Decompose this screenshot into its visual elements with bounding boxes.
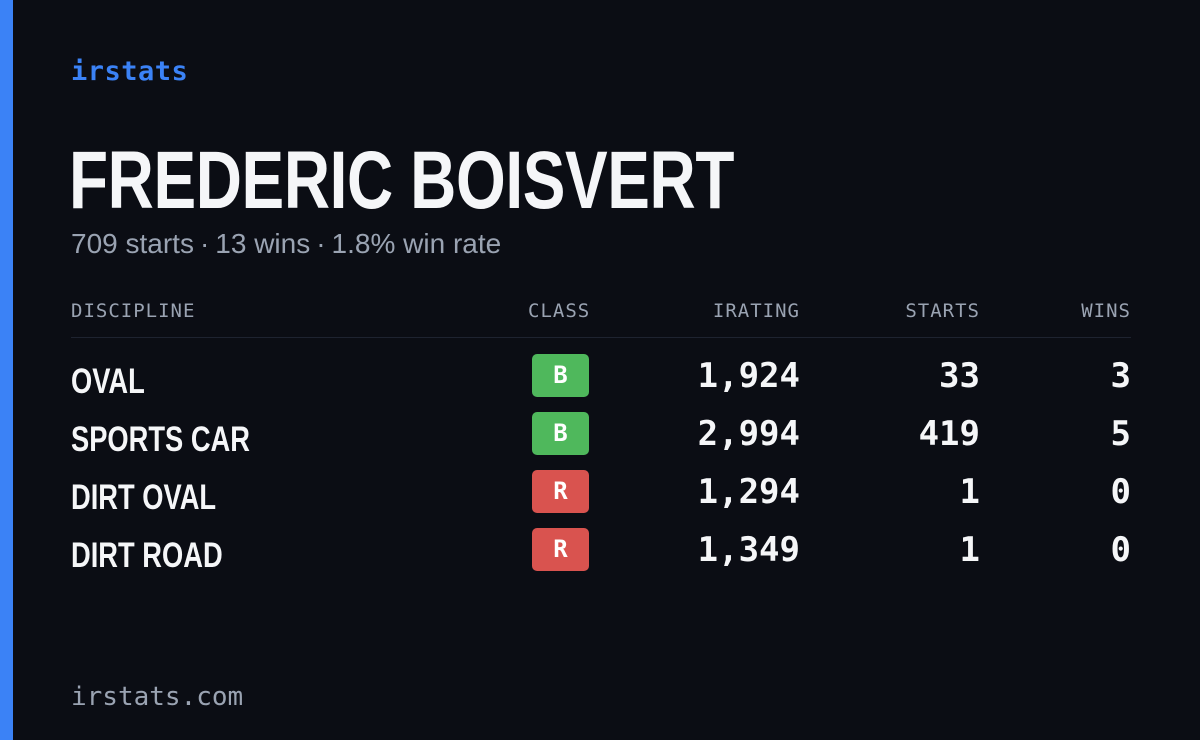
table-row: DIRT ROAD R 1,349 1 0 xyxy=(71,528,1131,586)
license-class-badge: R xyxy=(532,528,589,571)
accent-bar xyxy=(0,0,13,740)
discipline-name: SPORTS CAR xyxy=(71,420,250,459)
footer-url[interactable]: irstats.com xyxy=(71,682,244,712)
discipline-name: DIRT OVAL xyxy=(71,478,217,517)
summary-wins: 13 wins xyxy=(215,228,311,259)
table-row: SPORTS CAR B 2,994 419 5 xyxy=(71,412,1131,470)
irating-value: 1,349 xyxy=(697,530,800,570)
table-row: OVAL B 1,924 33 3 xyxy=(71,354,1131,412)
starts-value: 33 xyxy=(939,356,980,396)
starts-value: 1 xyxy=(959,472,980,512)
header-discipline: DISCIPLINE xyxy=(71,300,196,322)
header-irating: IRATING xyxy=(712,300,800,322)
driver-name: FREDERIC BOISVERT xyxy=(69,135,735,226)
wins-value: 0 xyxy=(1110,472,1131,512)
irating-value: 2,994 xyxy=(697,414,800,454)
summary-starts: 709 starts xyxy=(71,228,194,259)
starts-value: 419 xyxy=(918,414,980,454)
license-class-badge: B xyxy=(532,354,589,397)
header-starts: STARTS xyxy=(905,300,980,322)
table-row: DIRT OVAL R 1,294 1 0 xyxy=(71,470,1131,528)
driver-summary: 709 starts · 13 wins · 1.8% win rate xyxy=(71,228,501,260)
table-header: DISCIPLINE CLASS IRATING STARTS WINS xyxy=(71,300,1131,338)
license-class-badge: R xyxy=(532,470,589,513)
irating-value: 1,294 xyxy=(697,472,800,512)
license-class-badge: B xyxy=(532,412,589,455)
discipline-name: OVAL xyxy=(71,362,145,401)
header-class: CLASS xyxy=(528,300,591,322)
brand-logo[interactable]: irstats xyxy=(71,56,189,87)
summary-win-rate: 1.8% win rate xyxy=(331,228,502,259)
irating-value: 1,924 xyxy=(697,356,800,396)
header-wins: WINS xyxy=(1081,300,1131,322)
summary-separator: · xyxy=(316,228,326,259)
wins-value: 0 xyxy=(1110,530,1131,570)
wins-value: 3 xyxy=(1110,356,1131,396)
wins-value: 5 xyxy=(1110,414,1131,454)
summary-separator: · xyxy=(199,228,210,259)
starts-value: 1 xyxy=(959,530,980,570)
discipline-name: DIRT ROAD xyxy=(71,536,223,575)
